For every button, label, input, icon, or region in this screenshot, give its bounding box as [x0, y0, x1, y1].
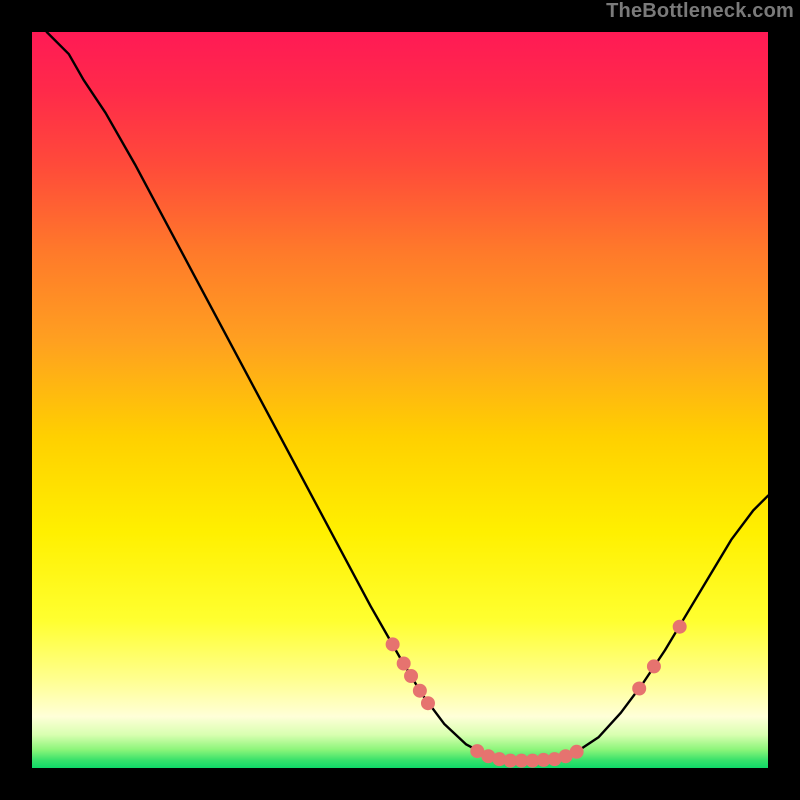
data-marker — [413, 684, 426, 697]
data-marker — [386, 638, 399, 651]
chart-svg — [32, 32, 768, 768]
data-marker — [405, 670, 418, 683]
data-marker — [421, 697, 434, 710]
data-marker — [673, 620, 686, 633]
chart-stage: TheBottleneck.com — [0, 0, 800, 800]
plot-area — [32, 32, 768, 768]
watermark-label: TheBottleneck.com — [606, 0, 794, 23]
data-marker — [647, 660, 660, 673]
data-marker — [633, 682, 646, 695]
data-marker — [397, 657, 410, 670]
data-marker — [570, 745, 583, 758]
